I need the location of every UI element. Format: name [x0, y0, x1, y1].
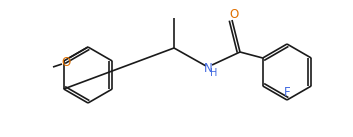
Text: O: O: [229, 8, 239, 21]
Text: N: N: [204, 62, 213, 75]
Text: H: H: [210, 68, 218, 78]
Text: O: O: [61, 55, 71, 68]
Text: F: F: [284, 86, 290, 99]
